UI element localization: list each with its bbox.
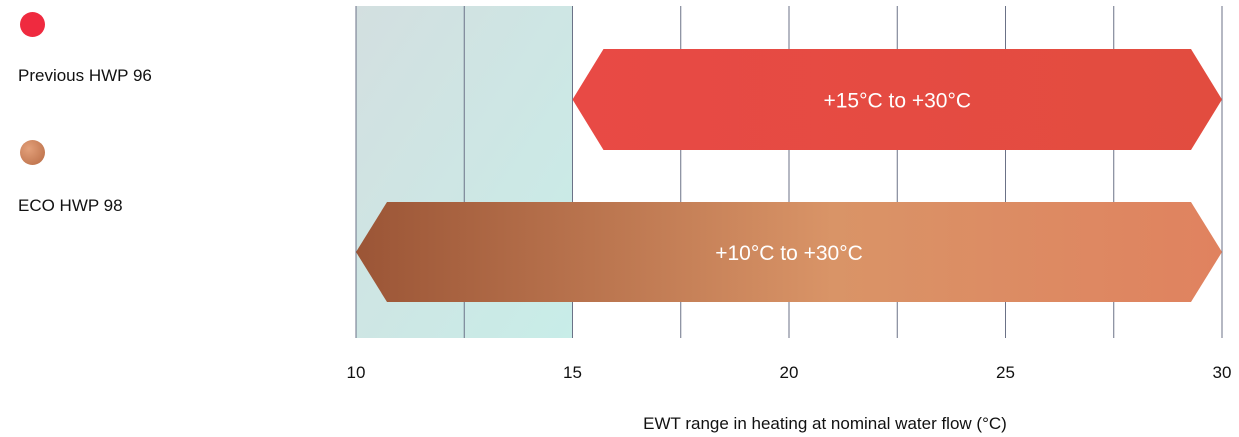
x-tick-15: 15 bbox=[563, 363, 582, 382]
legend-swatch-eco-hwp-98 bbox=[20, 140, 45, 165]
bar-labels: +15°C to +30°C +10°C to +30°C bbox=[715, 90, 971, 266]
legend: Previous HWP 96 ECO HWP 98 bbox=[0, 0, 320, 437]
range-bar-previous-hwp-96 bbox=[572, 49, 1222, 150]
range-bars bbox=[356, 49, 1222, 302]
range-label-eco-hwp-98: +10°C to +30°C bbox=[715, 242, 863, 265]
legend-label-previous-hwp-96: Previous HWP 96 bbox=[18, 66, 152, 85]
x-tick-25: 25 bbox=[996, 363, 1015, 382]
range-bar-eco-hwp-98 bbox=[356, 202, 1222, 302]
range-label-previous-hwp-96: +15°C to +30°C bbox=[823, 90, 971, 113]
legend-label-eco-hwp-98: ECO HWP 98 bbox=[18, 196, 123, 215]
x-tick-labels: 10 15 20 25 30 bbox=[347, 363, 1232, 382]
x-tick-30: 30 bbox=[1213, 363, 1232, 382]
x-axis-label: EWT range in heating at nominal water fl… bbox=[643, 414, 1007, 433]
legend-swatch-previous-hwp-96 bbox=[20, 12, 45, 37]
x-tick-10: 10 bbox=[347, 363, 366, 382]
x-tick-20: 20 bbox=[780, 363, 799, 382]
